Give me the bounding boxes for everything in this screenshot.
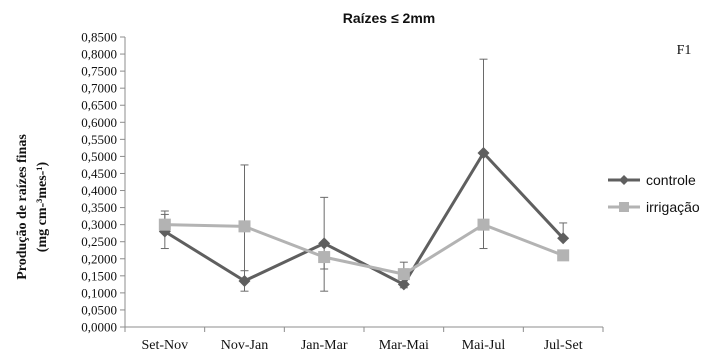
- series-1: [158, 213, 570, 281]
- y-tick-label: 0,1500: [81, 268, 117, 283]
- x-tick-label: Set-Nov: [141, 338, 188, 353]
- y-tick-label: 0,1000: [81, 285, 117, 300]
- data-point: [477, 147, 490, 159]
- y-tick-label: 0,5500: [81, 132, 117, 147]
- data-point: [318, 237, 331, 250]
- y-tick-label: 0,6500: [81, 98, 117, 113]
- data-point: [557, 249, 570, 262]
- legend: controle irrigação: [608, 172, 700, 215]
- y-tick-label: 0,3500: [81, 200, 117, 215]
- y-tick-label: 0,0000: [81, 320, 117, 335]
- data-point: [557, 232, 570, 245]
- legend-marker: [619, 202, 629, 212]
- data-point: [238, 274, 251, 287]
- legend-label: controle: [646, 172, 696, 188]
- y-tick-label: 0,5000: [81, 149, 117, 164]
- y-tick-label: 0,8000: [81, 47, 117, 62]
- y-tick-label: 0,3000: [81, 217, 117, 232]
- data-point: [238, 220, 251, 233]
- x-tick-label: Nov-Jan: [221, 338, 268, 353]
- x-tick-label: Jan-Mar: [301, 338, 348, 353]
- y-ticks: 0,0000 0,0500 0,1000 0,1500 0,2000 0,2500 0,30…: [81, 30, 125, 335]
- series-layer: [158, 58, 570, 292]
- series-line: [164, 223, 564, 276]
- panel-label: F1: [677, 43, 692, 58]
- x-tick-label: Jul-Set: [544, 338, 583, 353]
- y-tick-label: 0,7000: [81, 81, 117, 96]
- legend-label: irrigação: [646, 199, 700, 215]
- data-point: [158, 218, 171, 231]
- y-axis-label-line1: Produção de raízes finas: [15, 134, 30, 280]
- legend-marker: [619, 175, 629, 185]
- y-axis-label-line2: (mg cm-³mes-¹): [35, 161, 50, 252]
- x-ticks: Set-Nov Nov-Jan Jan-Mar Mar-Mai Mai-Jul Jul-S…: [124, 327, 604, 353]
- chart-title: Raízes ≤ 2mm: [343, 10, 436, 26]
- data-point: [318, 251, 331, 264]
- series-line: [164, 151, 565, 286]
- x-tick-label: Mai-Jul: [462, 338, 506, 353]
- data-point: [397, 278, 410, 291]
- y-tick-label: 0,0500: [81, 302, 117, 317]
- data-point: [477, 218, 490, 231]
- y-tick-label: 0,6000: [81, 115, 117, 130]
- y-tick-label: 0,7500: [81, 64, 117, 79]
- y-tick-label: 0,2000: [81, 251, 117, 266]
- y-tick-label: 0,4000: [81, 183, 117, 198]
- y-tick-label: 0,8500: [81, 30, 117, 45]
- series-0: [158, 58, 570, 292]
- data-point: [397, 268, 410, 281]
- y-tick-label: 0,4500: [81, 166, 117, 181]
- x-tick-label: Mar-Mai: [379, 338, 429, 353]
- y-tick-label: 0,2500: [81, 234, 117, 249]
